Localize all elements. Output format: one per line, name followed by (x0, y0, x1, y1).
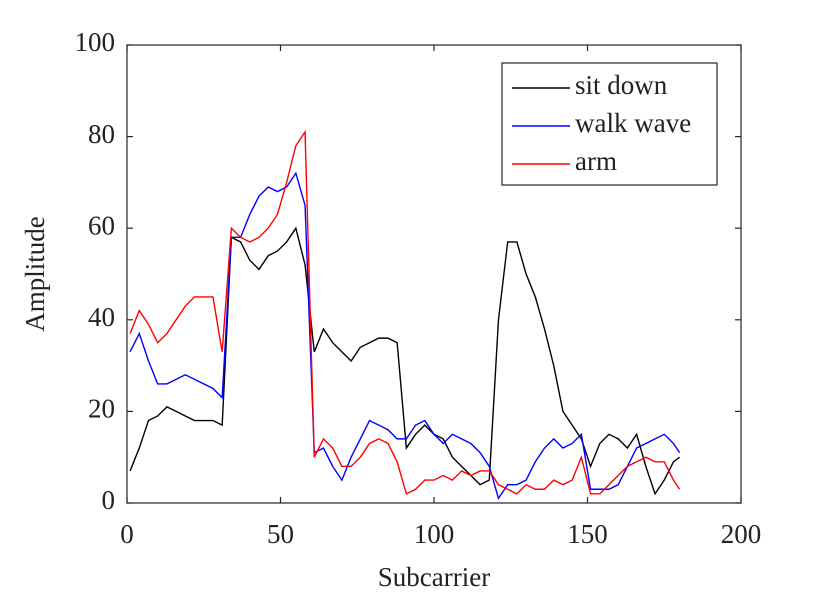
y-tick-label: 40 (88, 302, 115, 332)
y-tick-label: 60 (88, 210, 115, 240)
legend-label: sit down (575, 70, 668, 100)
x-tick-label: 50 (267, 519, 294, 549)
x-axis-label: Subcarrier (378, 562, 490, 592)
series-line (129, 129, 681, 495)
x-tick-label: 0 (120, 519, 134, 549)
y-tick-label: 80 (88, 119, 115, 149)
series-line (129, 226, 681, 496)
series-line (129, 171, 681, 501)
y-axis-label: Amplitude (20, 216, 50, 332)
legend-label: arm (575, 146, 617, 176)
y-tick-label: 0 (102, 485, 116, 515)
y-tick-label: 20 (88, 394, 115, 424)
x-tick-label: 200 (721, 519, 762, 549)
x-tick-label: 150 (567, 519, 608, 549)
y-tick-label: 100 (75, 27, 116, 57)
plot-frame (126, 44, 742, 504)
legend-label: walk wave (575, 108, 691, 138)
legend-box (501, 62, 718, 186)
x-tick-label: 100 (414, 519, 455, 549)
